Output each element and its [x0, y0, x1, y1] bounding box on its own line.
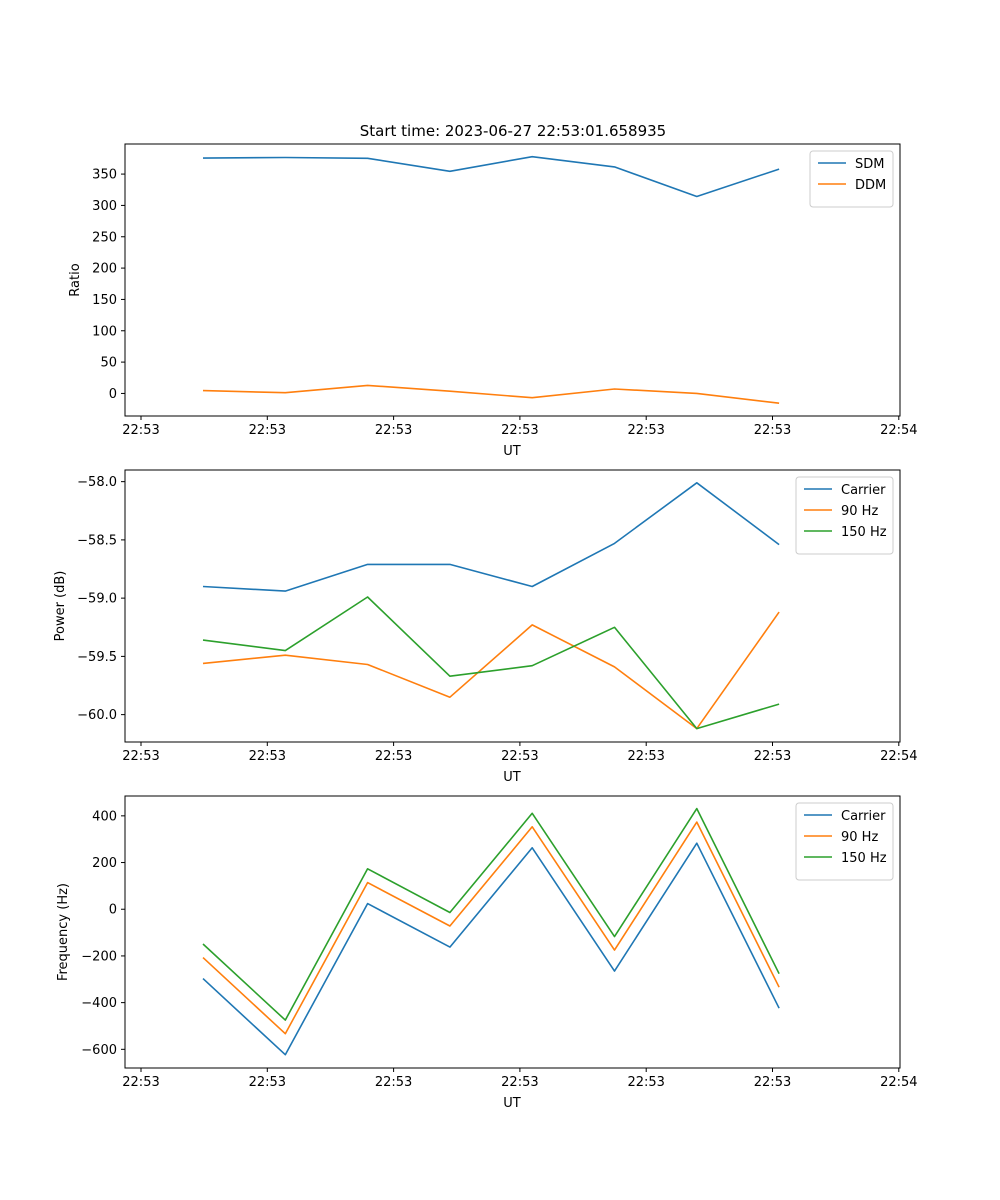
y-tick-label: −400: [81, 996, 117, 1011]
y-axis-label: Ratio: [68, 263, 83, 296]
y-tick-label: −58.5: [77, 533, 117, 548]
x-tick-label: 22:53: [249, 749, 286, 764]
x-tick-label: 22:53: [754, 423, 791, 438]
chart-panel-3: 22:53 22:53 22:53 22:53 22:53 22:53 22:54 −600 −…: [56, 795, 918, 1111]
legend-label: 150 Hz: [841, 525, 887, 540]
series-line-ddm: [202, 384, 780, 404]
legend-label: 150 Hz: [841, 851, 887, 866]
x-tick-label: 22:53: [375, 749, 412, 764]
y-tick-label: −59.5: [77, 650, 117, 665]
y-tick-label: −200: [81, 949, 117, 964]
x-tick-label: 22:53: [122, 1075, 159, 1090]
x-tick-label: 22:53: [501, 423, 538, 438]
series-line-90-hz: [202, 821, 780, 1035]
y-tick-label: 200: [92, 856, 117, 871]
legend-label: SDM: [855, 157, 884, 172]
legend-label: DDM: [855, 178, 886, 193]
y-tick-label: 200: [92, 262, 117, 277]
series-line-150-hz: [202, 596, 780, 730]
axes-frame: [124, 143, 901, 417]
y-tick-label: 50: [100, 356, 117, 371]
x-tick-label: 22:53: [249, 423, 286, 438]
x-tick-label: 22:53: [754, 1075, 791, 1090]
legend-label: 90 Hz: [841, 830, 878, 845]
x-tick-label: 22:53: [375, 423, 412, 438]
y-tick-label: 350: [92, 168, 117, 183]
x-tick-label: 22:53: [501, 1075, 538, 1090]
legend: [809, 150, 894, 208]
legend: [795, 802, 894, 881]
x-tick-label: 22:53: [754, 749, 791, 764]
y-tick-label: 400: [92, 809, 117, 824]
x-tick-label: 22:54: [880, 749, 917, 764]
x-tick-label: 22:54: [880, 423, 917, 438]
legend: [795, 476, 894, 555]
series-line-90-hz: [202, 611, 780, 730]
x-tick-label: 22:54: [880, 1075, 917, 1090]
y-tick-label: −59.0: [77, 592, 117, 607]
legend-label: 90 Hz: [841, 504, 878, 519]
x-tick-label: 22:53: [627, 423, 664, 438]
legend-label: Carrier: [841, 809, 886, 824]
y-tick-label: 0: [109, 903, 117, 918]
x-tick-label: 22:53: [122, 423, 159, 438]
series-line-carrier: [202, 842, 780, 1056]
x-tick-label: 22:53: [375, 1075, 412, 1090]
chart-panel-2: 22:53 22:53 22:53 22:53 22:53 22:53 22:54 −60.0…: [53, 469, 918, 785]
x-tick-label: 22:53: [249, 1075, 286, 1090]
x-axis-label: UT: [503, 444, 521, 459]
y-tick-label: 150: [92, 293, 117, 308]
series-line-carrier: [202, 481, 780, 592]
y-tick-label: 100: [92, 324, 117, 339]
y-axis-label: Frequency (Hz): [56, 883, 71, 981]
y-tick-label: 250: [92, 230, 117, 245]
axes-frame: [124, 795, 901, 1069]
figure-title: Start time: 2023-06-27 22:53:01.658935: [360, 122, 666, 140]
x-axis-label: UT: [503, 1096, 521, 1111]
y-tick-label: 0: [109, 387, 117, 402]
x-tick-label: 22:53: [122, 749, 159, 764]
y-tick-label: 300: [92, 199, 117, 214]
y-tick-label: −600: [81, 1043, 117, 1058]
chart-panels: 22:53 22:53 22:53 22:53 22:53 22:53 22:54 0 50 10…: [53, 143, 918, 1111]
y-tick-label: −60.0: [77, 708, 117, 723]
x-tick-label: 22:53: [627, 1075, 664, 1090]
y-tick-label: −58.0: [77, 475, 117, 490]
x-tick-label: 22:53: [627, 749, 664, 764]
axes-frame: [124, 469, 901, 743]
series-line-150-hz: [202, 807, 780, 1021]
legend-label: Carrier: [841, 483, 886, 498]
series-line-sdm: [202, 155, 780, 198]
chart-panel-1: 22:53 22:53 22:53 22:53 22:53 22:53 22:54 0 50 10…: [68, 143, 918, 459]
x-tick-label: 22:53: [501, 749, 538, 764]
x-axis-label: UT: [503, 770, 521, 785]
y-axis-label: Power (dB): [53, 571, 68, 642]
